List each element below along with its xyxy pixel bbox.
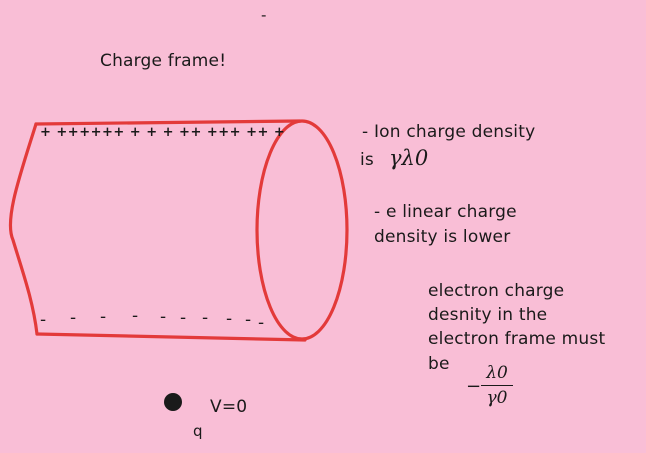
fraction-denominator: γ0 [486,388,508,408]
electron-charge-mark: - [202,308,209,328]
cylinder-bottom-edge [35,332,307,342]
electron-charge-mark: - [226,309,233,329]
note-ion-line2: is [360,150,374,170]
charge-velocity: V=0 [210,397,248,417]
cylinder-top-edge [34,119,302,126]
dash-mark: - [261,6,267,24]
electron-charge-mark: - [245,310,252,330]
note-frame-line1: electron charge [428,281,565,301]
point-charge-dot [164,393,182,411]
fraction-numerator: λ0 [486,363,508,383]
diagram-title: Charge frame! [100,51,227,71]
cylinder-end-cap [255,119,349,341]
electron-charge-mark: - [132,306,139,326]
fraction-bar [481,385,513,386]
note-ion-line1: - Ion charge density [362,122,536,142]
ion-charges: + ++++++ + + + ++ +++ ++ + [40,125,286,140]
ion-density-formula: γλ0 [389,146,429,170]
fraction-sign: − [466,376,482,397]
cylinder-left-edge [8,122,39,336]
electron-charge-mark: - [258,313,265,333]
electron-charge-mark: - [40,310,47,330]
electron-charge-row: - - - - - - - - - - [40,307,280,333]
note-e-line1: - e linear charge [374,202,517,222]
charge-label: q [193,422,203,440]
note-e-line2: density is lower [374,227,511,247]
electron-charge-mark: - [160,307,167,327]
cylinder-body [8,119,349,342]
electron-charge-mark: - [100,307,107,327]
note-frame-line3: electron frame must [428,329,606,349]
note-frame-line2: desnity in the [428,305,548,325]
electron-charge-mark: - [70,308,77,328]
electron-density-fraction: λ0 γ0 [481,363,513,408]
note-frame-line4: be [428,354,450,374]
electron-charge-mark: - [180,308,187,328]
